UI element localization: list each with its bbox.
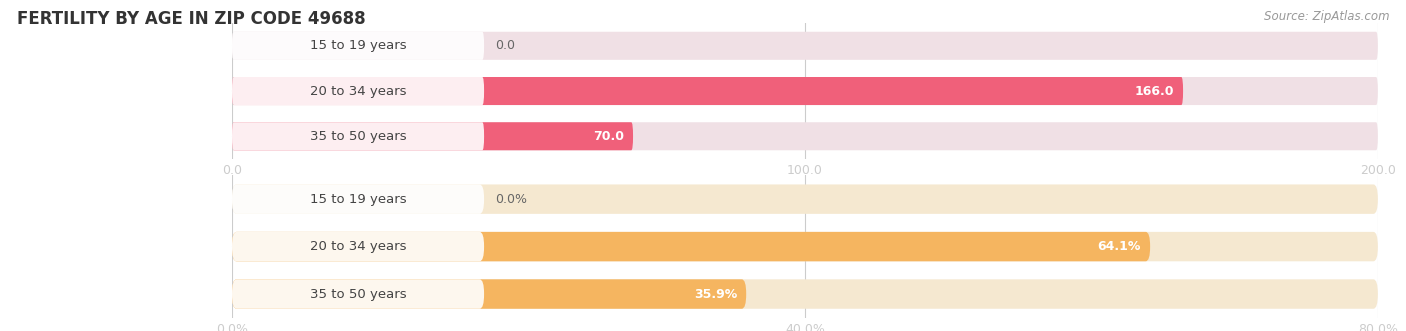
Text: 15 to 19 years: 15 to 19 years — [309, 193, 406, 206]
FancyBboxPatch shape — [232, 32, 1378, 60]
FancyBboxPatch shape — [232, 122, 1378, 150]
Text: 64.1%: 64.1% — [1098, 240, 1140, 253]
Text: FERTILITY BY AGE IN ZIP CODE 49688: FERTILITY BY AGE IN ZIP CODE 49688 — [17, 10, 366, 28]
FancyBboxPatch shape — [232, 184, 1378, 214]
FancyBboxPatch shape — [232, 122, 484, 150]
Text: 35.9%: 35.9% — [693, 288, 737, 301]
Text: Source: ZipAtlas.com: Source: ZipAtlas.com — [1264, 10, 1389, 23]
FancyBboxPatch shape — [232, 184, 484, 214]
FancyBboxPatch shape — [232, 232, 1378, 261]
FancyBboxPatch shape — [232, 232, 484, 261]
FancyBboxPatch shape — [232, 232, 1150, 261]
Text: 70.0: 70.0 — [593, 130, 624, 143]
Text: 15 to 19 years: 15 to 19 years — [309, 39, 406, 52]
Text: 20 to 34 years: 20 to 34 years — [309, 84, 406, 98]
FancyBboxPatch shape — [232, 77, 484, 105]
FancyBboxPatch shape — [232, 279, 1378, 309]
FancyBboxPatch shape — [232, 279, 484, 309]
Text: 35 to 50 years: 35 to 50 years — [309, 130, 406, 143]
Text: 35 to 50 years: 35 to 50 years — [309, 288, 406, 301]
FancyBboxPatch shape — [232, 77, 1182, 105]
Text: 0.0: 0.0 — [495, 39, 516, 52]
FancyBboxPatch shape — [232, 77, 1378, 105]
Text: 20 to 34 years: 20 to 34 years — [309, 240, 406, 253]
Text: 166.0: 166.0 — [1135, 84, 1174, 98]
Text: 0.0%: 0.0% — [495, 193, 527, 206]
FancyBboxPatch shape — [232, 279, 747, 309]
FancyBboxPatch shape — [232, 122, 633, 150]
FancyBboxPatch shape — [232, 32, 484, 60]
